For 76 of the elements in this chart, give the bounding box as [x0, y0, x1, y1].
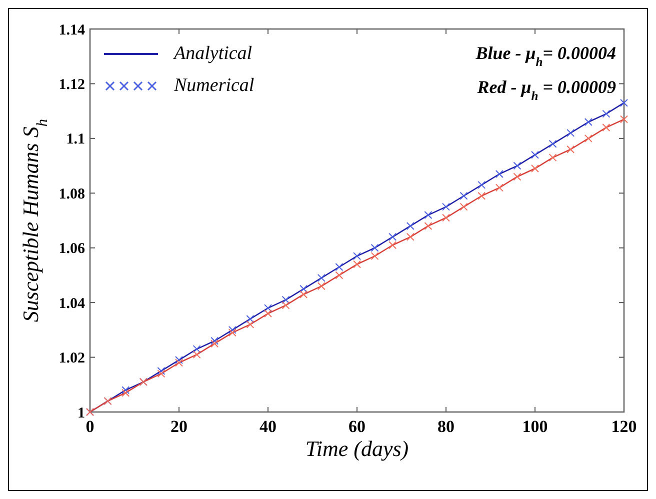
point [584, 118, 592, 126]
point [317, 282, 326, 290]
x-tick-label: 60 [348, 417, 366, 436]
point [602, 123, 610, 132]
point [495, 184, 504, 192]
point [228, 326, 236, 334]
point [192, 350, 201, 359]
point [175, 358, 183, 367]
point [478, 180, 486, 189]
point [406, 232, 414, 241]
point [300, 290, 308, 298]
point [246, 320, 254, 328]
point [210, 340, 219, 348]
point [531, 150, 539, 159]
point [335, 263, 344, 272]
point [442, 214, 450, 222]
point [620, 115, 628, 124]
x-tick-label: 20 [170, 417, 188, 436]
annotation: Red - μ$_{h}$ = 0.00009 [476, 77, 616, 103]
point [300, 284, 308, 293]
x-tick-label: 100 [522, 417, 548, 436]
y-tick-label: 1 [78, 405, 85, 422]
x-tick-label: 0 [86, 417, 94, 436]
point [388, 241, 397, 250]
point [566, 128, 575, 137]
y-tick-label: 1.02 [58, 350, 85, 367]
point [424, 222, 432, 230]
point [513, 162, 522, 170]
point [122, 386, 130, 394]
point [335, 271, 344, 280]
point [620, 98, 628, 107]
point [210, 336, 219, 345]
y-tick-label: 1.12 [58, 76, 85, 93]
annotation: Blue - μ$_{h}$= 0.00004 [474, 43, 616, 69]
point [353, 252, 361, 260]
point [460, 202, 468, 211]
x-tick-label: 40 [260, 417, 276, 436]
point [584, 134, 592, 142]
point [602, 110, 610, 118]
point [495, 170, 504, 178]
point [282, 301, 290, 310]
point [478, 192, 486, 200]
point [122, 388, 130, 397]
point [406, 222, 414, 230]
point [192, 345, 201, 354]
point [175, 356, 183, 364]
point [566, 145, 575, 154]
point [282, 296, 290, 304]
point [548, 140, 557, 148]
point [228, 328, 236, 337]
point [264, 304, 272, 312]
legend-label: Analytical [172, 43, 252, 64]
point [531, 164, 539, 173]
point [317, 274, 326, 282]
point [157, 370, 166, 378]
legend-label: Numerical [173, 75, 254, 96]
y-tick-label: 1.1 [66, 132, 85, 148]
x-axis-title: Time (days) [305, 436, 409, 461]
x-tick-label: 120 [611, 417, 637, 436]
y-tick-label: 1.08 [58, 186, 85, 202]
point [442, 202, 450, 211]
point [460, 192, 468, 200]
x-tick-label: 80 [438, 417, 454, 436]
point [157, 366, 166, 375]
point [264, 310, 272, 318]
point [370, 252, 379, 260]
point [424, 211, 432, 220]
y-tick-label: 1.04 [58, 296, 86, 312]
point [388, 232, 397, 241]
point [246, 314, 254, 323]
point [353, 260, 361, 268]
point [513, 172, 522, 181]
point [370, 244, 379, 252]
y-tick-label: 1.06 [58, 241, 86, 258]
point [548, 154, 557, 162]
y-tick-label: 1.14 [58, 22, 86, 38]
